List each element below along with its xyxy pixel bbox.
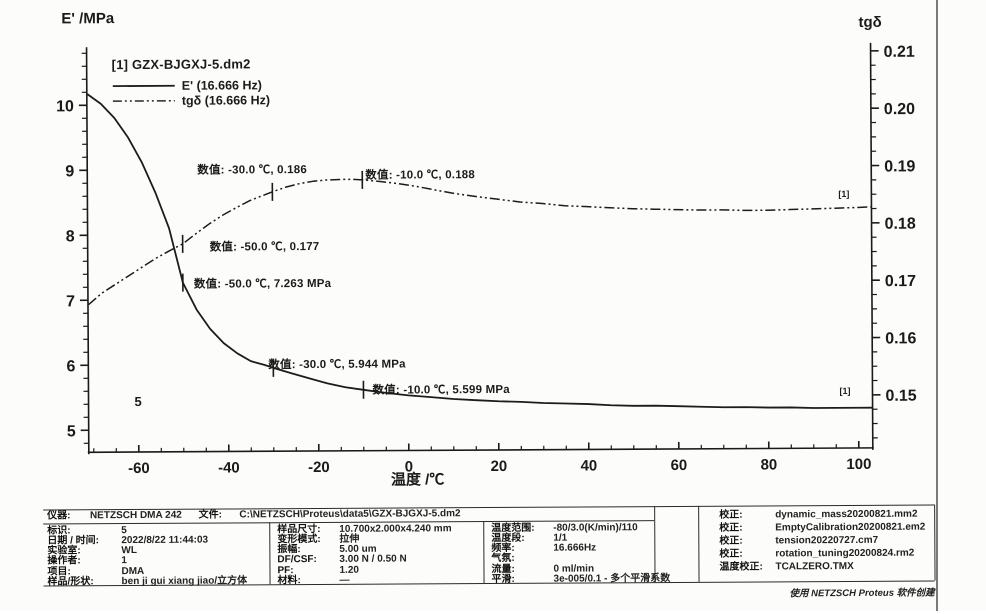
file-label: 文件: xyxy=(199,510,237,520)
table-row: 校正:rotation_tuning20200824.rm2 xyxy=(719,549,914,560)
plot-legend: [1] GZX-BJGXJ-5.dm2 E' (16.666 Hz) tgδ (… xyxy=(112,56,270,108)
left-axis-tick-label: 10 xyxy=(56,98,74,115)
x-axis-tick-label: 80 xyxy=(761,456,778,473)
row-value: tension20220727.cm7 xyxy=(775,535,878,547)
x-axis-title: 温度 /℃ xyxy=(391,468,444,489)
software-credit-footer: 使用 NETZSCH Proteus 软件创建 xyxy=(702,585,935,600)
row-label: 样品/形状: xyxy=(48,577,122,587)
row-value: 16.666Hz xyxy=(553,542,596,553)
row-value: 1 xyxy=(121,555,127,566)
dash-dot-line-sample-icon xyxy=(112,97,176,103)
row-value: 3e-005/0.1 - 多个平滑系数 xyxy=(553,573,670,585)
row-label: 材料: xyxy=(278,576,340,586)
annotation-tgd-minus30: 数值: -30.0 ℃, 0.186 xyxy=(197,161,307,178)
row-label: 校正: xyxy=(719,549,775,559)
legend-file-header: [1] GZX-BJGXJ-5.dm2 xyxy=(112,56,270,72)
x-axis-tick-label: 20 xyxy=(491,458,508,475)
solid-line-sample-icon xyxy=(112,82,176,88)
row-value: TCALZERO.TMX xyxy=(775,561,853,572)
table-row: 温度校正:TCALZERO.TMX xyxy=(719,562,853,573)
row-value: dynamic_mass20200821.mm2 xyxy=(775,509,917,521)
row-label: 校正: xyxy=(719,510,775,520)
left-axis-tick-label: 5 xyxy=(67,423,76,440)
row-value: 3.00 N / 0.50 N xyxy=(339,553,406,564)
table-row: DF/CSF:3.00 N / 0.50 N xyxy=(277,554,406,565)
legend-row-tgd: tgδ (16.666 Hz) xyxy=(112,92,270,108)
row-label: 操作者: xyxy=(47,556,121,566)
left-axis-tick-label: 9 xyxy=(65,163,74,180)
table-row-instrument-file: 仪器: NETZSCH DMA 242 文件: C:\NETZSCH\Prote… xyxy=(47,509,460,521)
annotation-tgd-minus10: 数值: -10.0 ℃, 0.188 xyxy=(365,166,475,183)
left-axis-tick-label: 8 xyxy=(66,228,75,245)
curve-e-prime xyxy=(87,90,872,412)
row-label: 校正: xyxy=(719,536,775,546)
legend-label-e-prime: E' (16.666 Hz) xyxy=(182,78,262,92)
right-axis-tick-label: 0.17 xyxy=(885,273,916,290)
right-axis-tick-label: 0.19 xyxy=(884,158,915,175)
sample-id-label: 5 xyxy=(134,394,141,409)
table-row: 校正:dynamic_mass20200821.mm2 xyxy=(719,510,917,521)
left-axis-line xyxy=(87,47,89,454)
x-axis-tick-label: -40 xyxy=(218,459,240,476)
right-axis-tick-label: 0.15 xyxy=(885,388,916,405)
right-axis-tick-label: 0.16 xyxy=(885,330,916,347)
right-axis-tick-label: 0.21 xyxy=(884,44,915,61)
instrument-label: 仪器: xyxy=(47,511,87,521)
table-row: 平滑:3e-005/0.1 - 多个平滑系数 xyxy=(492,574,671,585)
left-axis-tick-label: 7 xyxy=(66,293,75,310)
table-divider-cal xyxy=(698,506,700,582)
legend-row-e-prime: E' (16.666 Hz) xyxy=(112,77,270,93)
file-path-value: C:\NETZSCH\Proteus\data5\GZX-BJGXJ-5.dm2 xyxy=(239,508,460,520)
table-row: 校正:EmptyCalibration20200821.em2 xyxy=(719,523,925,534)
row-label: 温度校正: xyxy=(719,562,775,572)
x-axis-tick-label: 100 xyxy=(846,456,871,473)
row-label: 平滑: xyxy=(492,575,554,585)
curve-tag-tgd: [1] xyxy=(838,189,849,199)
left-axis-tick-label: 6 xyxy=(66,358,75,375)
table-row: 校正:tension20220727.cm7 xyxy=(719,536,878,547)
row-label: DF/CSF: xyxy=(277,555,339,565)
row-value: — xyxy=(340,575,350,586)
table-divider-col2 xyxy=(483,521,485,583)
row-label: 气氛: xyxy=(491,554,553,564)
table-row: 样品/形状:ben ji gui xiang jiao/立方体 xyxy=(48,576,248,587)
table-row: 操作者:1 xyxy=(47,556,127,566)
table-divider-col1 xyxy=(269,522,271,584)
x-axis-tick-label: -20 xyxy=(308,459,330,476)
x-axis-tick-label: 60 xyxy=(671,457,688,474)
right-axis-line xyxy=(871,43,873,450)
row-value: rotation_tuning20200824.rm2 xyxy=(775,548,914,560)
annotation-tgd-minus50: 数值: -50.0 ℃, 0.177 xyxy=(210,238,320,255)
row-label: 校正: xyxy=(719,523,775,533)
right-axis-tick-label: 0.20 xyxy=(884,101,915,118)
scan-edge-line xyxy=(936,0,938,611)
row-value: ben ji gui xiang jiao/立方体 xyxy=(122,575,248,587)
table-row: 材料:— xyxy=(278,576,350,586)
row-value: EmptyCalibration20200821.em2 xyxy=(775,522,925,534)
table-row: 气氛: xyxy=(491,554,553,564)
table-divider-col3 xyxy=(654,506,656,582)
annotation-eprime-minus30: 数值: -30.0 ℃, 5.944 MPa xyxy=(268,355,405,372)
legend-label-tgd: tgδ (16.666 Hz) xyxy=(182,93,270,107)
x-axis-tick-label: 40 xyxy=(581,457,598,474)
right-axis-tick-label: 0.18 xyxy=(885,216,916,233)
curve-tag-e-prime: [1] xyxy=(839,386,850,396)
instrument-value: NETZSCH DMA 242 xyxy=(90,510,182,522)
annotation-eprime-minus50: 数值: -50.0 ℃, 7.263 MPa xyxy=(194,275,331,292)
annotation-eprime-minus10: 数值: -10.0 ℃, 5.599 MPa xyxy=(372,381,509,398)
x-axis-tick-label: -60 xyxy=(128,460,150,477)
